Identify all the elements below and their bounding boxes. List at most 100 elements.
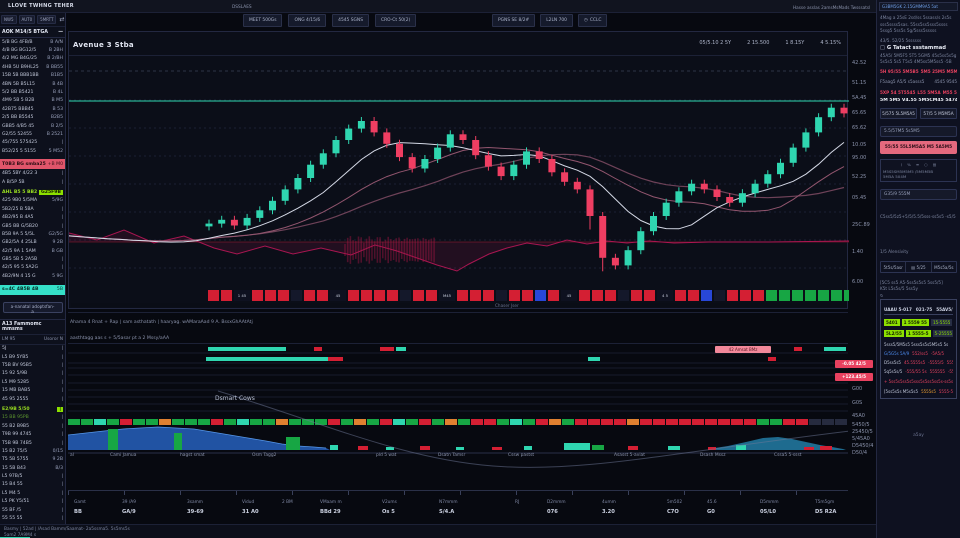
collapse-icon[interactable]: — [58,30,63,35]
price-label: 95.00 [852,155,867,161]
toolbar-button[interactable]: ONG 4/15/6 [288,14,327,27]
symbol-row[interactable]: T5 5B 5755 9 2B [2,457,63,463]
watchlist-row[interactable]: 42/5 95 5 5A2G | [2,265,63,271]
symbol-row[interactable]: 15 B2 75/5 0/15 [2,448,63,454]
order-tools[interactable]: ∕% ≡ ○ ▤ M5S5SM5M5M5 /5M5M5B 5M5A 5X4M [880,159,957,183]
symbol-row[interactable]: 55 55 55 | [2,516,63,522]
panel-text: 43/5. 52/25 5ssssss [880,37,922,43]
watchlist-row[interactable]: 4B5 5BY 4/22 3 | [2,171,63,177]
symbol-row[interactable]: L5 M9 5285 | [2,379,63,385]
heat-segment [348,290,359,301]
symbol-row[interactable]: T5B BV 95B5 | [2,363,63,369]
watchlist-row[interactable]: 2/5 BB B5545 B2B5 [2,115,63,121]
panel-tabs[interactable]: 5t5s/5asr ▤ 5/25 M5s5a/5s [880,260,957,273]
table-row: 5sss5/5M5s5 5sss5s5s5M5s5 5s [884,341,949,347]
list2-sub-left: LM 95 [2,336,16,342]
symbol-row[interactable]: L5 PK Y5/51 | [2,499,63,505]
footer-stat-label: N7mmm [439,500,458,505]
toolbar-button[interactable]: MEET 500Gs [243,14,283,27]
heat-segment [483,290,494,301]
x-axis-labels: al Cami Jamua hagst smat Osm Tagg2 pld 5 wat… [68,453,848,463]
watchlist-row[interactable]: GB5 BB G/5B20 | [2,223,63,229]
table-row: [5ss5s5s M5s5s5 5555s5 5555-5 [884,388,953,394]
toolbar-button[interactable]: PGNS SE 8/2# [492,14,536,27]
symbol-row[interactable]: L5 M4 5 | [2,490,63,496]
watchlist-row[interactable]: 42B75 BBB45 B 53 [2,106,63,112]
watchlist-row[interactable]: 4B2/95 B 4A5 | [2,215,63,221]
footer-stat-label: 3samm [187,500,203,505]
circle-icon[interactable]: ○ [924,162,928,168]
watchlist-row[interactable]: GBB5 4/B5 45 B 2/5 [2,123,63,129]
watchlist-row[interactable]: s=4C 4B5B 4B 5B [0,284,65,295]
watchlist-row[interactable]: GB5 5B 5 2A5B | [2,257,63,263]
ohlc-stat: 1 8.15Y [785,40,805,46]
watchlist-row[interactable]: 4HB 5U B9HL25 B BB55 [2,64,63,70]
symbol-row[interactable]: 15 B4 55 | [2,482,63,488]
symbol-row[interactable]: 15 MB BAB5 | [2,388,63,394]
symbol-row[interactable]: E2/9B 5/50 | [2,406,63,412]
checkbox-icon[interactable]: □ [880,44,885,51]
footer-stat-value: BB [74,509,82,515]
watchlist-row[interactable]: 42/5 9A 1 5AM B GB [2,248,63,254]
watchlist-row[interactable]: 5B2/25 B 5BA | [2,206,63,212]
watchlist-row[interactable]: B5B 9A 5 5/5L G2/5G [2,231,63,237]
symbol-row[interactable]: L5 B9 5YB5 | [2,354,63,360]
watchlist-row[interactable]: 4/B BG BG12/5 B 2BH [2,48,63,54]
toolbar-button[interactable]: 4545 SGNS [332,14,369,27]
watchlist-row[interactable]: 5/B BG 4FB/B B A/N [2,39,63,45]
price-label: 25C.89 [852,222,870,228]
secondary-chart[interactable] [68,345,848,490]
price-label: 25450/5 [852,429,873,435]
option-buttons[interactable]: 5/575 5L5M5A5 57/5 5 M5M5A [880,108,957,120]
watchlist-row[interactable]: 4/2 MG B4G/25 B 2/BH [2,56,63,62]
heat-segment: 1 45 [234,290,250,301]
symbol-row[interactable]: T9B 99 4745 | [2,432,63,438]
watchlist-row[interactable]: B52/25 5 5155 5 M52 [2,148,63,154]
watchlist-action-button[interactable]: a-nanatal adoptsfan-a [2,301,63,314]
watchlist-row[interactable]: 5/2 BB B5421 B 4L [2,90,63,96]
symbol-row[interactable]: 15 92 5/9B | [2,371,63,377]
percent-icon[interactable]: % [907,162,911,168]
symbol-row[interactable]: 15 5B B43 B/3 [2,465,63,471]
watchlist-row[interactable]: A B/5P 5B | [2,179,63,185]
candlestick-chart[interactable] [69,57,849,297]
toolbar-button[interactable]: CRO-Ct 50(2) [375,14,417,27]
swap-icon[interactable]: ⇄ [59,16,65,23]
symbol-row[interactable]: 55 BF /5 | [2,507,63,513]
heat-segment [579,290,590,301]
watchlist-row[interactable]: 4M9 5B 5 B2B B M5 [2,98,63,104]
watchlist-row[interactable]: 425 9B0 5/5MA 5/9G [2,198,63,204]
price-label: 1.40 [852,249,864,255]
watchlist-row[interactable]: 4BN 5B B5L15 B 4B [2,81,63,87]
watchlist-row[interactable]: T0B3 BG smba25 +B M0 [0,159,65,170]
watchlist-tab[interactable]: NW5 [1,15,17,24]
watchlist-row[interactable]: G2/55 52455 B 2521 [2,131,63,137]
submit-order-button[interactable]: 55/55 55L5M5A5 M5 5A5M5 [880,141,957,155]
watchlist-row[interactable]: AHL B5 5 BB2 G25F9B [2,189,63,195]
grid-icon[interactable]: ▤ [932,162,937,168]
symbol-row[interactable]: 45 95 2555 | [2,396,63,402]
text-input[interactable]: 5.5/57M5 5s5M5 [880,126,957,138]
symbol-row[interactable]: T5B 9B 74B5 | [2,440,63,446]
text-input[interactable]: G35/9 555M [880,189,957,201]
toolbar-button[interactable]: ◷ CCLC [577,14,608,27]
price-label: 65.65 [852,110,867,116]
heat-segment [644,290,655,301]
symbol-row[interactable]: L5 97B/5 | [2,474,63,480]
price-label: 51.15 [852,80,867,86]
clock-icon: ◷ [583,18,588,23]
watchlist-row[interactable]: GB2/5A 4 25LB 9 2B [2,240,63,246]
watchlist-tab[interactable]: AUT0 [18,15,36,24]
watchlist-tab[interactable]: 5MRTT [37,15,57,24]
panel-text: 4Mag a 25sE 2sd/ss 5ssass/s 2s5s sss5ssss… [880,15,952,33]
symbol-row[interactable]: 15 BB 95PB | [2,415,63,421]
volume-heat-strip[interactable]: 1 45 45 M45 45 4 5 [208,290,849,301]
lines-icon[interactable]: ≡ [915,162,920,168]
symbol-row[interactable]: 55 B2 B9B5 | [2,423,63,429]
symbol-row[interactable]: 5J | [2,346,63,352]
toolbar-button[interactable]: L2LN 700 [540,14,573,27]
watchlist-row[interactable]: 45/755 575425 | [2,140,63,146]
watchlist-row[interactable]: 15B 5B BBB1BB B1B5 [2,73,63,79]
pencil-icon[interactable]: ∕ [900,162,903,168]
